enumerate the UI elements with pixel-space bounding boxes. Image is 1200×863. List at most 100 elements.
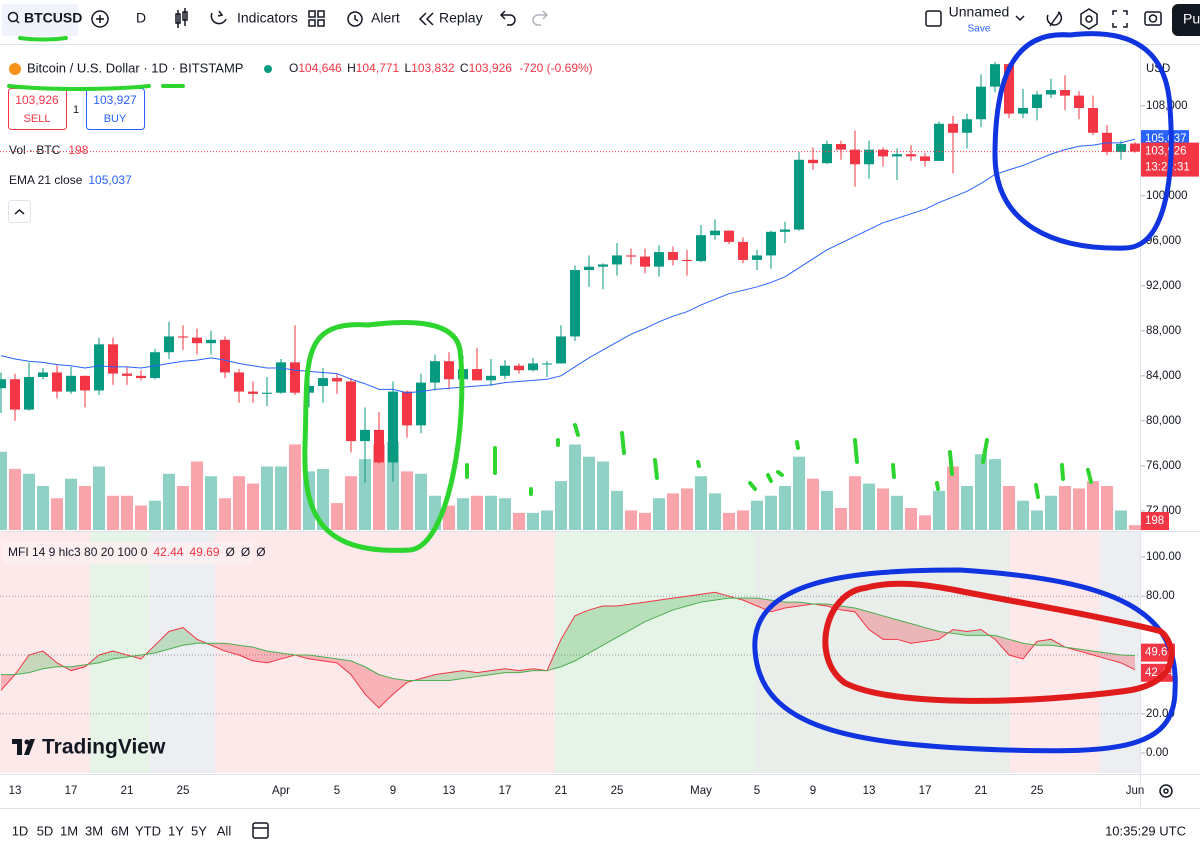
volume-bar [191,461,203,530]
volume-value: 198 [68,143,88,157]
candle-body [444,361,454,380]
buy-price[interactable]: 103,927 [93,93,137,107]
volume-bar [429,495,441,530]
publish-button-bg[interactable] [1172,4,1200,36]
axis-settings[interactable] [1159,784,1173,798]
candle-body [654,252,664,267]
timeframe-button[interactable]: 6M [111,823,129,838]
volume-bar [639,512,651,530]
mfi-fill [253,647,267,663]
candle-body [1102,132,1112,152]
timeframe-button[interactable]: 1Y [168,823,184,838]
volume-bar [569,444,581,530]
candle-body [66,375,76,392]
y-tick-label: 88,000 [1146,325,1181,337]
volume-bar [149,500,161,530]
buy-label[interactable]: BUY [104,113,127,125]
toolbar: BTCUSD D Indicators Alert Replay Unnamed… [2,4,1200,36]
ohlc-letter: L [404,61,411,75]
indicators-button[interactable]: Indicators [237,10,298,26]
collapse-button[interactable] [8,200,31,223]
candle-body [150,352,160,379]
mfi-fill [645,600,659,622]
volume-bar [877,488,889,530]
settings[interactable] [1080,8,1098,30]
timeframe-button[interactable]: 1M [60,823,78,838]
placeholder: Ø [256,545,265,559]
y-tick-label: 84,000 [1146,370,1181,382]
mfi-fill [309,655,323,661]
mfi-legend: MFI 14 9 hlc3 80 20 100 0 42.44 49.69 Ø Ø Ø [3,542,266,564]
undo[interactable] [499,10,516,26]
mfi-fill [239,645,253,661]
x-tick-label: 17 [499,785,512,797]
candle-body [892,154,902,157]
snapshot[interactable] [1144,11,1162,26]
volume-bar [961,486,973,530]
sell-price[interactable]: 103,926 [15,93,59,107]
timeframe-button[interactable]: 5D [37,823,54,838]
volume-bar [163,473,175,530]
replay-button[interactable]: Replay [439,10,483,26]
volume-bar [289,444,301,530]
candle-body [164,336,174,353]
candle-body [262,392,272,394]
date-range[interactable] [252,822,269,839]
candle-body [598,264,608,267]
volume-bar [317,468,329,530]
candle-body [514,365,524,371]
volume-bar [107,495,119,530]
timeframe-button[interactable]: 1D [12,823,29,838]
alert-button[interactable]: Alert [371,10,400,26]
volume-bar [443,505,455,530]
checkbox[interactable] [925,10,942,27]
timeframe-button[interactable]: All [217,823,232,838]
publish-button[interactable]: Pub [1183,11,1200,27]
symbol-button[interactable] [2,4,78,36]
mfi-fill [701,592,715,603]
symbol[interactable]: BTCUSD [24,10,82,26]
volume-bar [779,486,791,530]
candle-body [1018,108,1028,114]
mfi-fill [575,609,589,661]
candle-body [668,252,678,260]
timeframe-button[interactable]: 5Y [191,823,207,838]
mfi-label: MFI 14 9 hlc3 80 20 100 0 [8,545,148,559]
sell-label[interactable]: SELL [24,113,51,125]
fullscreen[interactable] [1112,10,1128,28]
save-button[interactable]: Save [968,24,991,35]
timeframe-button[interactable]: YTD [135,823,161,838]
countdown: 13:24:31 [1145,162,1190,174]
timeframe-button[interactable]: 3M [85,823,103,838]
ohlc-value: 103,832 [411,61,455,75]
volume-bar [485,495,497,530]
candle-body [990,64,1000,87]
ohlc-letter: C [460,61,469,75]
candle-body [1032,94,1042,109]
candle-body [500,365,510,376]
quick-search[interactable] [1046,11,1063,27]
mfi-fill [183,627,197,646]
interval[interactable]: D [136,10,146,26]
volume-bar [513,512,525,530]
redo[interactable] [532,10,549,26]
mfi-fill [449,670,463,681]
candle-body [710,230,720,236]
candle-body [1130,143,1140,152]
candle-body [920,156,930,161]
candle-body [570,270,580,337]
volume-bar [527,512,539,530]
chart-type[interactable] [175,8,188,28]
x-tick-label: 5 [334,785,340,797]
candle-body [38,372,48,377]
candle-body [1088,108,1098,133]
candle-body [612,255,622,265]
candle-body [318,378,328,386]
volume-bar [79,486,91,530]
ohlc-value: 103,926 [469,61,513,75]
candle-body [52,372,62,392]
mfi-fill [155,631,169,654]
layout-name[interactable]: Unnamed [949,4,1010,20]
add-symbol[interactable] [91,10,109,28]
